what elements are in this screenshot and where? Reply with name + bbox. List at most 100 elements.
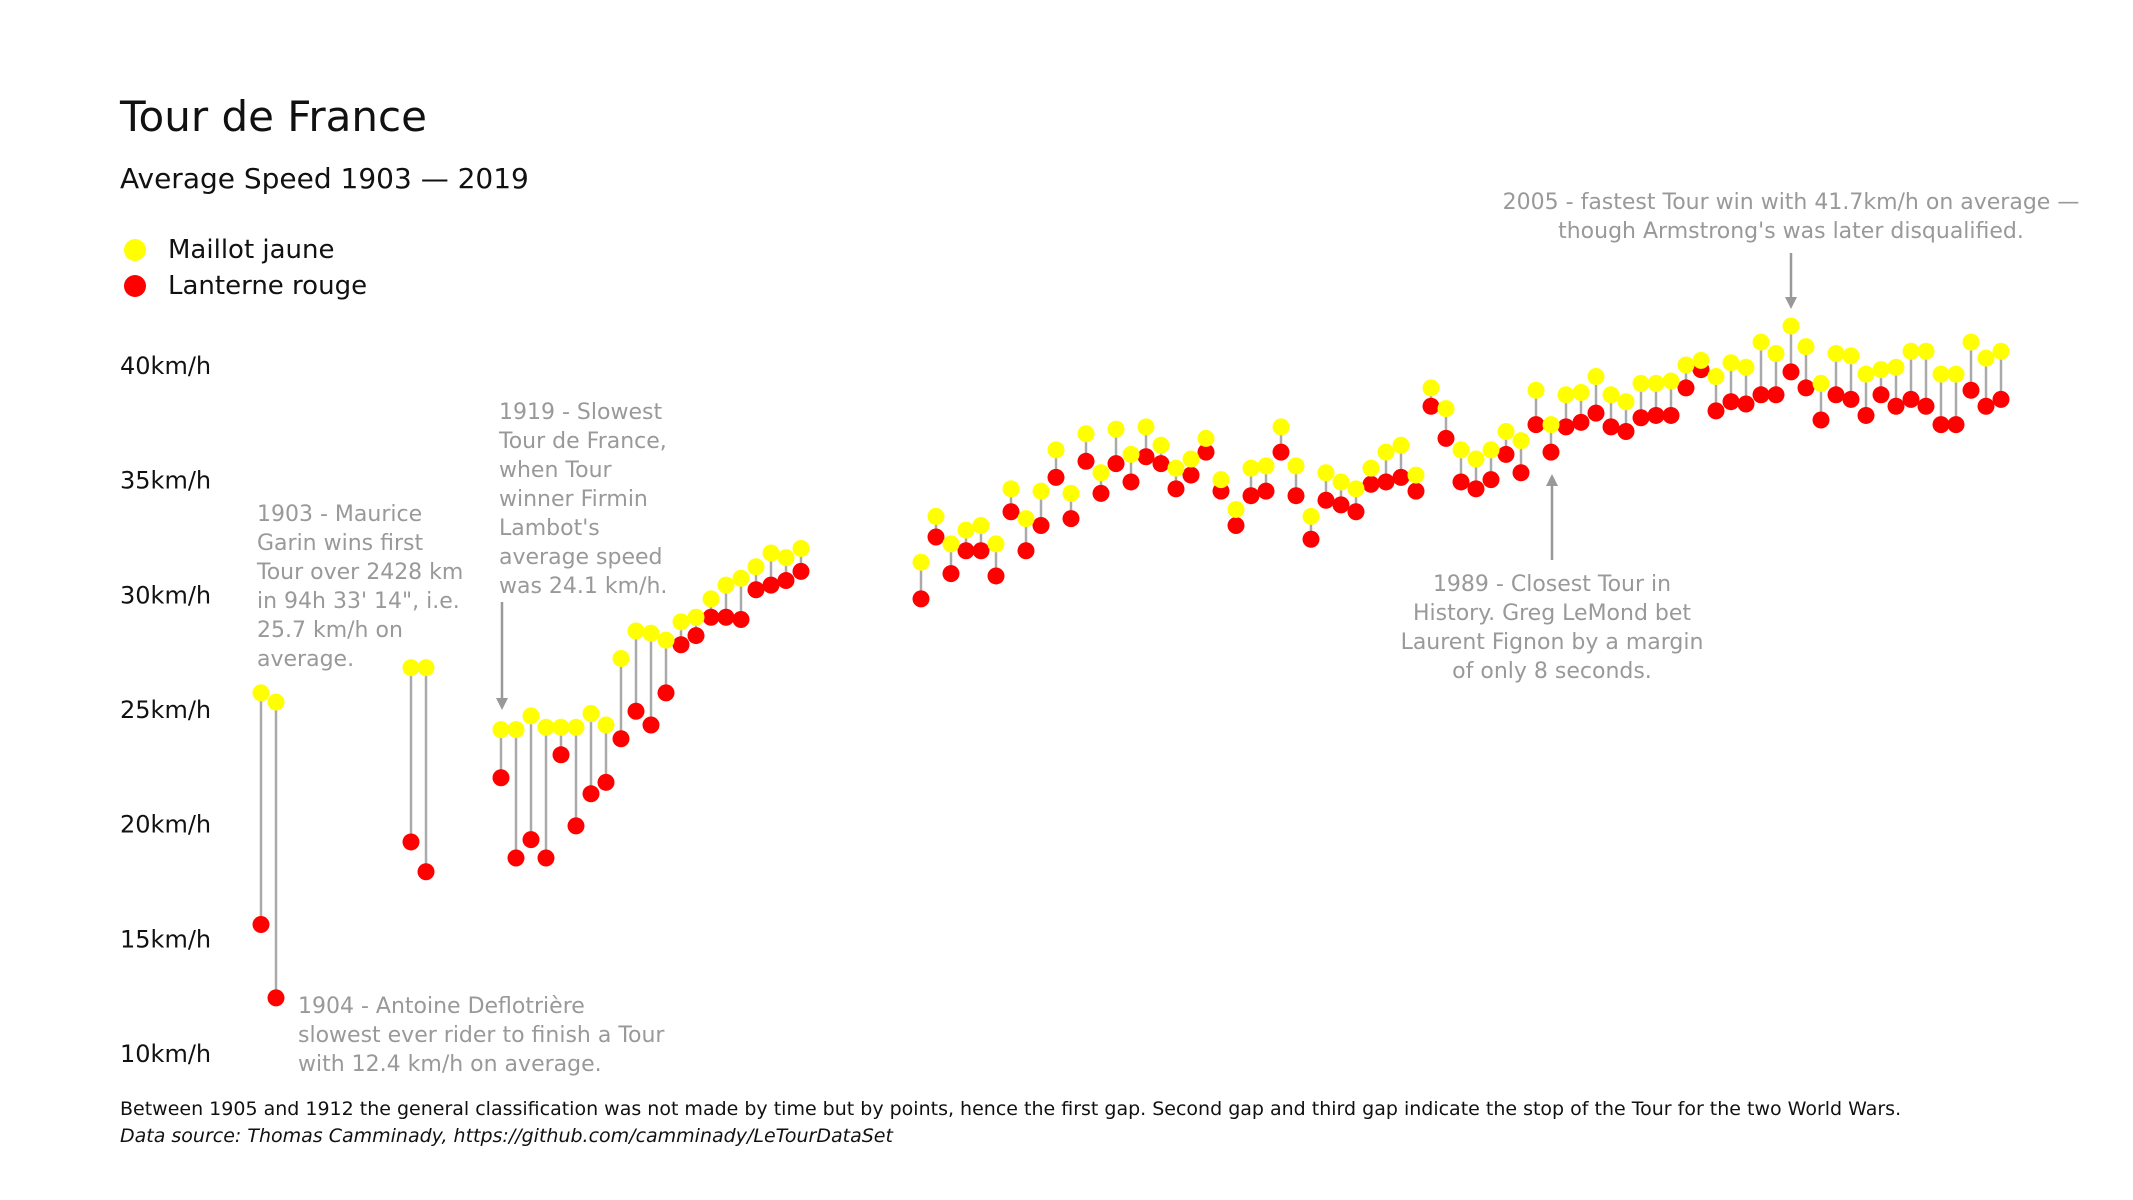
y-tick-label: 25km/h <box>120 696 211 724</box>
lanterne-rouge-point <box>612 730 630 748</box>
lanterne-rouge-point <box>1227 517 1245 535</box>
lanterne-rouge-point <box>927 528 945 546</box>
lanterne-rouge-point <box>1167 480 1185 498</box>
maillot-jaune-point <box>1122 445 1140 463</box>
lanterne-rouge-point <box>792 562 810 580</box>
data-source: Data source: Thomas Camminady, https://g… <box>120 1123 1901 1150</box>
maillot-jaune-point <box>267 693 285 711</box>
maillot-jaune-point <box>642 624 660 642</box>
lanterne-rouge-point <box>1527 416 1545 434</box>
lanterne-rouge-point <box>1332 496 1350 514</box>
maillot-jaune-point <box>1167 459 1185 477</box>
maillot-jaune-point <box>1077 425 1095 443</box>
maillot-jaune-point <box>492 721 510 739</box>
maillot-jaune-point <box>1017 510 1035 528</box>
lanterne-rouge-point <box>1842 390 1860 408</box>
maillot-jaune-point <box>1497 422 1515 440</box>
maillot-jaune-point <box>582 705 600 723</box>
arrow-1989-head <box>1546 474 1558 486</box>
maillot-jaune-point <box>1977 349 1995 367</box>
maillot-jaune-point <box>942 535 960 553</box>
maillot-jaune-point <box>1722 354 1740 372</box>
lanterne-rouge-point <box>1857 406 1875 424</box>
lanterne-rouge-point <box>732 611 750 629</box>
lanterne-rouge-point <box>1107 455 1125 473</box>
maillot-jaune-point <box>1437 400 1455 418</box>
lanterne-rouge-point <box>1257 482 1275 500</box>
maillot-jaune-point <box>672 613 690 631</box>
lanterne-rouge-point <box>717 608 735 626</box>
maillot-jaune-point <box>1047 441 1065 459</box>
maillot-jaune-point <box>1812 374 1830 392</box>
lanterne-rouge-point <box>1662 406 1680 424</box>
lanterne-rouge-point <box>1512 464 1530 482</box>
maillot-jaune-point <box>1587 367 1605 385</box>
lanterne-rouge-point <box>1197 443 1215 461</box>
lanterne-rouge-point <box>1377 473 1395 491</box>
maillot-jaune-point <box>1602 386 1620 404</box>
maillot-jaune-point <box>792 539 810 557</box>
legend-label: Lanterne rouge <box>168 271 368 301</box>
maillot-jaune-point <box>777 549 795 567</box>
lanterne-rouge-point <box>1887 397 1905 415</box>
lanterne-rouge-point <box>1542 443 1560 461</box>
maillot-jaune-point <box>1617 393 1635 411</box>
maillot-jaune-point <box>1827 345 1845 363</box>
annotation-1989: 1989 - Closest Tour in History. Greg LeM… <box>1400 572 1704 684</box>
lanterne-rouge-point <box>762 576 780 594</box>
lanterne-rouge-point <box>1977 397 1995 415</box>
maillot-jaune-point <box>1767 345 1785 363</box>
maillot-jaune-point <box>957 521 975 539</box>
maillot-jaune-point <box>972 517 990 535</box>
maillot-jaune-point <box>747 558 765 576</box>
maillot-jaune-point <box>1332 473 1350 491</box>
lanterne-rouge-point <box>1917 397 1935 415</box>
lanterne-rouge-point <box>627 702 645 720</box>
lanterne-rouge-point <box>1602 418 1620 436</box>
maillot-jaune-point <box>1632 374 1650 392</box>
maillot-jaune-point <box>1002 480 1020 498</box>
lanterne-rouge-point <box>1947 416 1965 434</box>
lanterne-rouge-point <box>1752 386 1770 404</box>
lanterne-rouge-point <box>1557 418 1575 436</box>
lanterne-rouge-point <box>1062 510 1080 528</box>
lanterne-rouge-point <box>1287 487 1305 505</box>
maillot-jaune-point <box>1737 358 1755 376</box>
lanterne-rouge-point <box>1392 468 1410 486</box>
maillot-jaune-point <box>1377 443 1395 461</box>
lanterne-rouge-point <box>252 915 270 933</box>
lanterne-rouge-point <box>1782 363 1800 381</box>
maillot-jaune-point <box>567 718 585 736</box>
y-tick-label: 35km/h <box>120 467 211 495</box>
maillot-jaune-point <box>1797 338 1815 356</box>
lanterne-rouge-point <box>402 833 420 851</box>
lanterne-rouge-point <box>1347 503 1365 521</box>
maillot-jaune-point <box>1662 372 1680 390</box>
maillot-jaune-point <box>1707 367 1725 385</box>
legend: Maillot jaune Lanterne rouge <box>124 232 367 304</box>
maillot-jaune-point <box>417 659 435 677</box>
maillot-jaune-point <box>1212 471 1230 489</box>
maillot-jaune-point <box>1572 384 1590 402</box>
lanterne-rouge-point <box>1797 379 1815 397</box>
maillot-jaune-point <box>1392 436 1410 454</box>
lanterne-rouge-point <box>1827 386 1845 404</box>
lanterne-rouge-point <box>1737 395 1755 413</box>
maillot-jaune-point <box>1482 441 1500 459</box>
lanterne-rouge-point <box>492 769 510 787</box>
maillot-jaune-point <box>537 718 555 736</box>
maillot-jaune-point <box>1962 333 1980 351</box>
legend-swatch-yellow <box>124 239 146 261</box>
lanterne-rouge-point <box>687 627 705 645</box>
maillot-jaune-point <box>612 650 630 668</box>
maillot-jaune-point <box>687 608 705 626</box>
lanterne-rouge-point <box>1677 379 1695 397</box>
lanterne-rouge-point <box>1152 455 1170 473</box>
maillot-jaune-point <box>1512 432 1530 450</box>
maillot-jaune-point <box>1752 333 1770 351</box>
lanterne-rouge-point <box>1992 390 2010 408</box>
maillot-jaune-point <box>1677 356 1695 374</box>
lanterne-rouge-point <box>972 542 990 560</box>
data-source-text: Data source: Thomas Camminady, https://g… <box>120 1125 893 1147</box>
lanterne-rouge-point <box>1707 402 1725 420</box>
